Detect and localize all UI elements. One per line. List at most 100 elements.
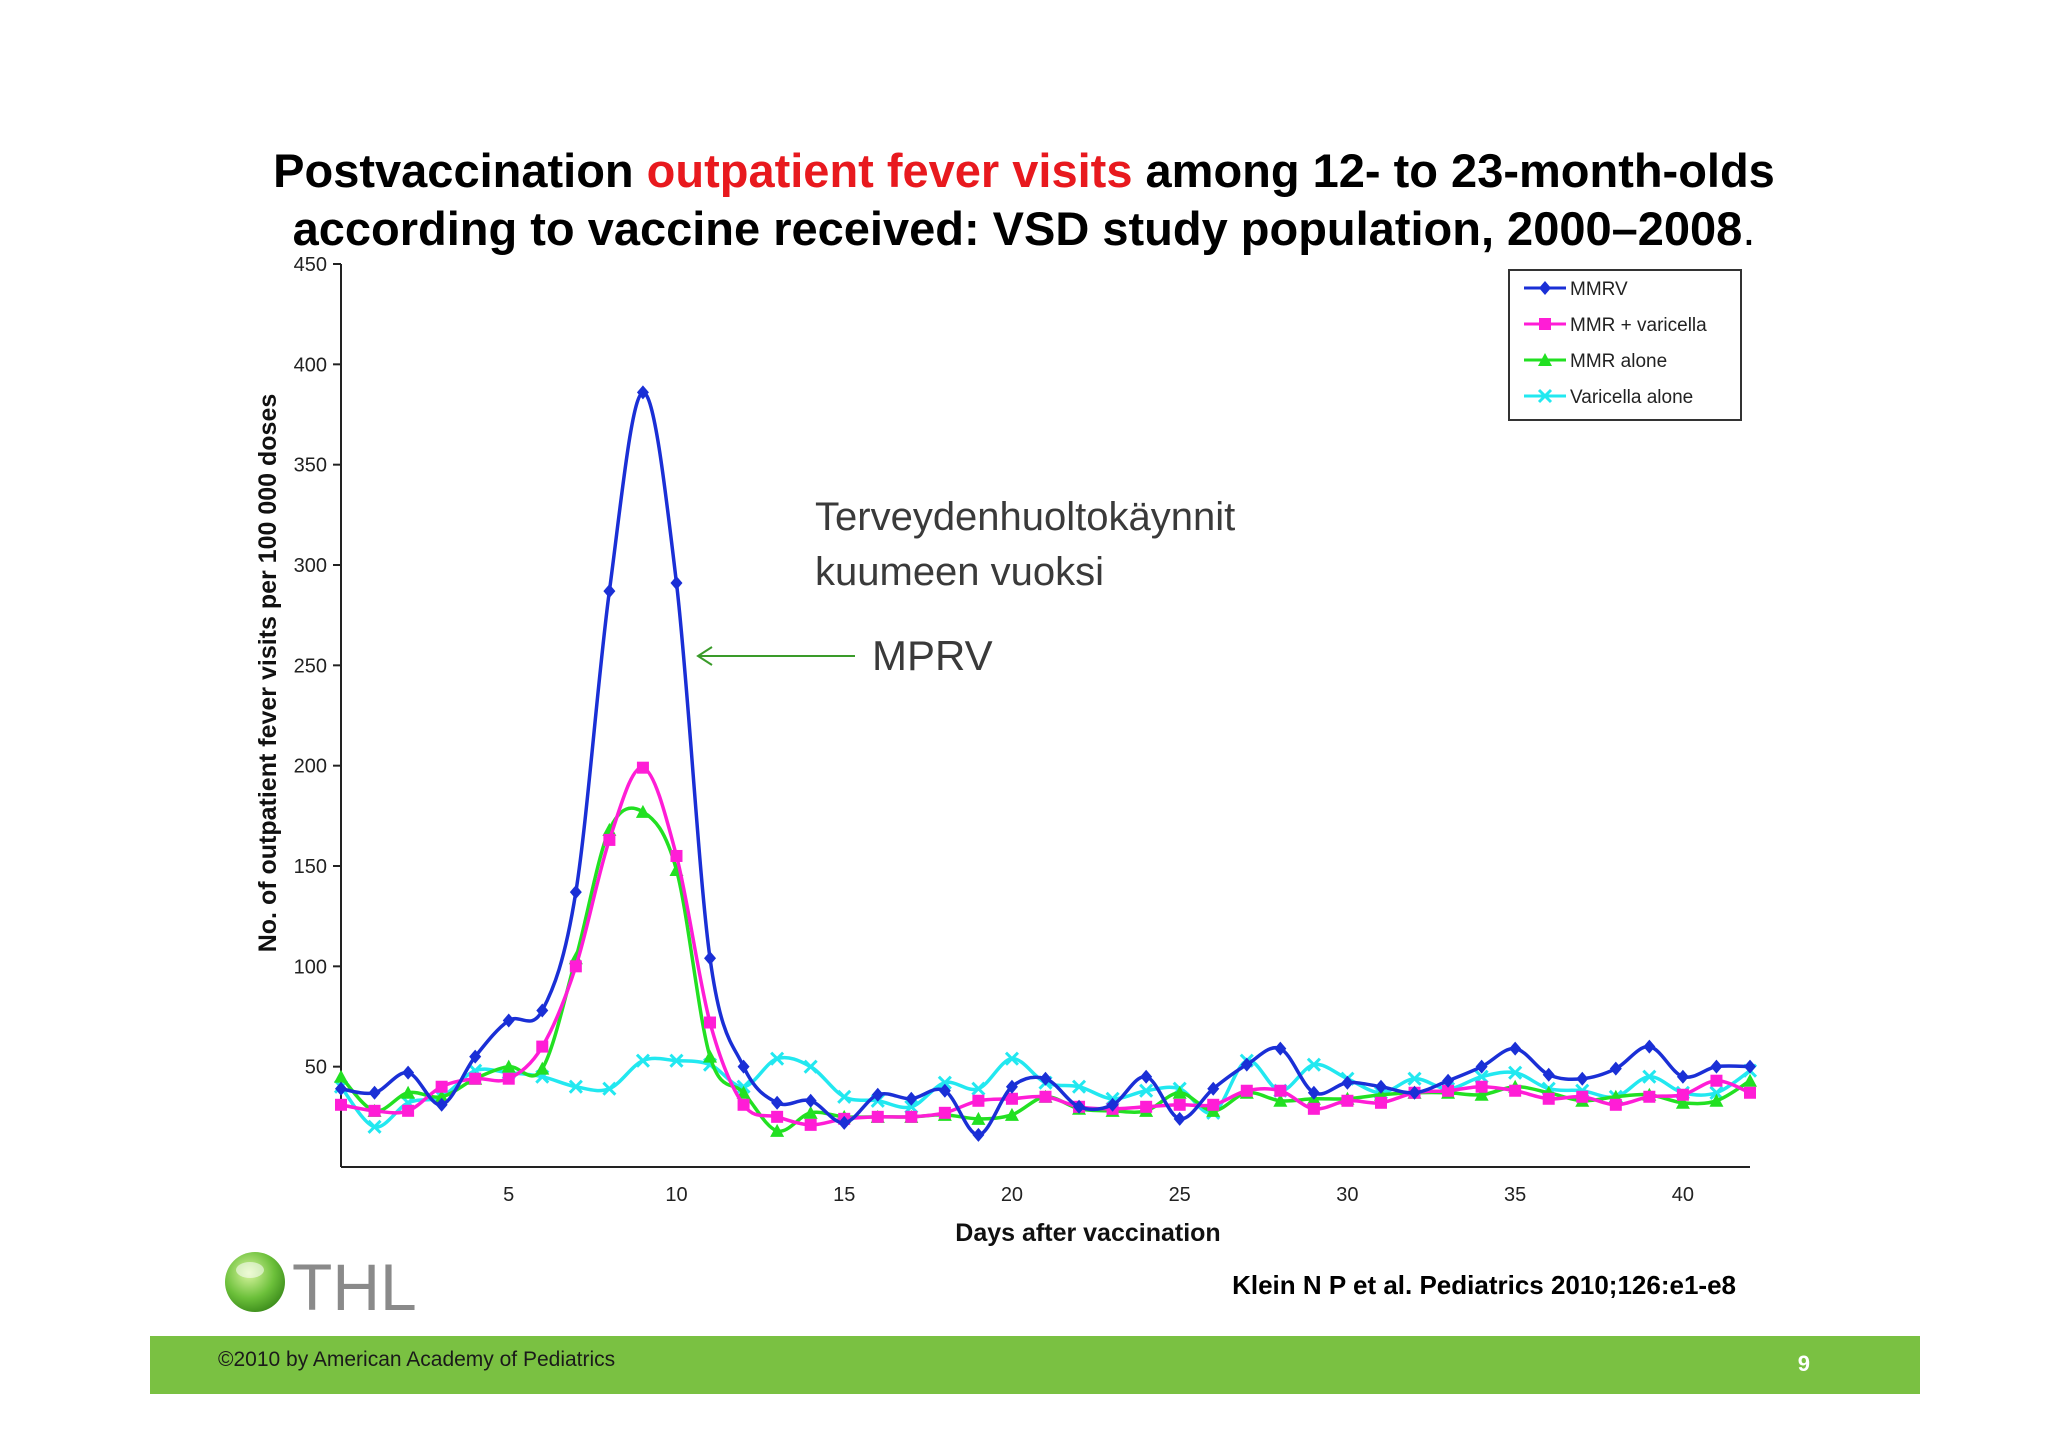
data-point-varicella-alone	[367, 1119, 382, 1134]
chart-ticks: 50 100 150 200 250 300 350 400 450 5 10 15 20 25 30 35 4…	[294, 254, 1694, 1206]
data-point-mmr-alone	[1675, 1095, 1690, 1109]
data-point-mmrv	[1374, 1079, 1387, 1094]
data-point-mmrv	[1475, 1059, 1488, 1074]
data-point-mmr-alone	[1273, 1093, 1288, 1107]
x-marker-stroke	[971, 1081, 986, 1096]
data-point-mmr-varicella	[704, 1016, 717, 1029]
data-point-mmr-varicella	[938, 1106, 951, 1119]
data-point-mmrv	[1576, 1071, 1589, 1086]
data-point-mmrv	[1341, 1075, 1354, 1090]
data-point-mmrv	[1609, 1061, 1622, 1076]
x-marker-stroke	[1508, 1065, 1523, 1080]
data-point-mmrv	[402, 1065, 415, 1080]
x-tick-label: 10	[665, 1184, 687, 1206]
data-point-mmrv	[1005, 1079, 1018, 1094]
y-tick-label: 300	[294, 555, 327, 577]
x-marker-stroke	[803, 1059, 818, 1074]
data-point-mmrv	[972, 1127, 985, 1142]
data-point-mmr-varicella	[1509, 1084, 1522, 1097]
data-point-mmr-varicella	[1274, 1084, 1287, 1097]
data-point-mmrv	[1274, 1041, 1287, 1056]
chart-series	[333, 385, 1758, 1142]
legend-entry-mmr-varicella: MMR + varicella	[1524, 315, 1707, 336]
data-point-mmr-varicella	[1744, 1086, 1756, 1099]
data-point-mmrv	[1140, 1069, 1153, 1084]
data-point-mmrv	[1509, 1041, 1522, 1056]
legend-swatch-marker	[1539, 318, 1551, 330]
legend-label: MMRV	[1570, 279, 1628, 300]
legend-swatch-marker	[1538, 353, 1552, 366]
mprv-arrow-head	[696, 646, 713, 666]
data-point-mmr-varicella	[536, 1040, 549, 1053]
data-point-varicella-alone	[1004, 1051, 1020, 1066]
data-point-mmr-varicella	[1207, 1098, 1220, 1111]
x-marker-stroke	[1004, 1051, 1020, 1066]
title-part1: Postvaccination	[273, 144, 647, 197]
data-point-mmrv	[335, 1081, 347, 1096]
data-point-mmrv	[1307, 1085, 1320, 1100]
x-tick-label: 15	[833, 1184, 855, 1206]
data-point-varicella-alone	[1306, 1057, 1321, 1072]
title-line2: according to vaccine received: VSD study…	[292, 202, 1743, 255]
axis-labels: Days after vaccination No. of outpatient…	[254, 394, 1221, 1247]
legend-label: MMR alone	[1570, 351, 1667, 372]
y-tick-label: 150	[294, 856, 327, 878]
data-point-mmr-varicella	[1039, 1090, 1052, 1103]
data-point-mmrv	[905, 1091, 918, 1106]
data-point-varicella-alone	[803, 1059, 818, 1074]
thl-logo-text: THL	[292, 1250, 417, 1320]
data-point-mmr-varicella	[1005, 1092, 1018, 1105]
chart-axes	[340, 264, 1750, 1168]
legend-entry-mmrv: MMRV	[1524, 279, 1628, 300]
x-marker-stroke	[837, 1089, 852, 1104]
slide-title: Postvaccination outpatient fever visits …	[150, 142, 1898, 258]
data-point-mmrv	[636, 385, 649, 400]
x-marker-stroke	[1071, 1079, 1087, 1094]
data-point-mmr-varicella	[1542, 1092, 1555, 1105]
title-part2: among 12- to 23-month-olds	[1132, 144, 1775, 197]
y-tick-label: 350	[294, 455, 327, 477]
title-period: .	[1742, 202, 1756, 255]
data-point-mmr-varicella	[670, 849, 683, 862]
data-point-mmrv	[704, 951, 717, 966]
data-point-mmrv	[1643, 1039, 1656, 1054]
x-marker-stroke	[568, 1079, 583, 1094]
data-point-mmrv	[1207, 1081, 1220, 1096]
x-axis-label: Days after vaccination	[955, 1219, 1220, 1247]
data-point-mmr-varicella	[737, 1098, 750, 1111]
annotation-mprv: MPRV	[872, 632, 993, 679]
data-point-mmr-varicella	[1307, 1102, 1320, 1115]
x-tick-label: 20	[1001, 1184, 1023, 1206]
x-marker-stroke	[1537, 388, 1553, 404]
series-line-mmr-varicella	[340, 765, 1751, 1127]
data-point-mmr-varicella	[1609, 1098, 1622, 1111]
x-tick-label: 30	[1336, 1184, 1358, 1206]
x-marker-stroke	[1642, 1069, 1657, 1084]
data-point-varicella-alone	[568, 1079, 583, 1094]
data-point-mmrv	[469, 1049, 482, 1064]
data-point-mmr-alone	[703, 1049, 718, 1063]
x-tick-label: 5	[503, 1184, 514, 1206]
x-marker-stroke	[1474, 1069, 1489, 1084]
data-point-mmr-varicella	[1576, 1090, 1589, 1103]
data-point-mmrv	[1173, 1111, 1186, 1126]
data-point-mmrv	[1744, 1059, 1756, 1074]
data-point-mmr-varicella	[804, 1118, 817, 1131]
data-point-mmr-alone	[1172, 1085, 1187, 1099]
data-point-varicella-alone	[904, 1099, 919, 1114]
data-point-mmrv	[569, 885, 582, 900]
y-tick-label: 450	[294, 254, 327, 276]
data-point-mmrv	[1542, 1067, 1555, 1082]
y-tick-label: 200	[294, 756, 327, 778]
x-marker-stroke	[770, 1051, 785, 1066]
footer-bar: ©2010 by American Academy of Pediatrics …	[150, 1336, 1920, 1394]
legend-swatch-marker	[1539, 281, 1551, 295]
data-point-mmrv	[804, 1093, 817, 1108]
data-point-mmrv	[536, 1003, 549, 1018]
data-point-mmr-varicella	[972, 1094, 985, 1107]
data-point-mmrv	[838, 1115, 851, 1130]
data-point-mmr-varicella	[771, 1110, 784, 1123]
data-point-varicella-alone	[1508, 1065, 1523, 1080]
data-point-varicella-alone	[837, 1089, 852, 1104]
